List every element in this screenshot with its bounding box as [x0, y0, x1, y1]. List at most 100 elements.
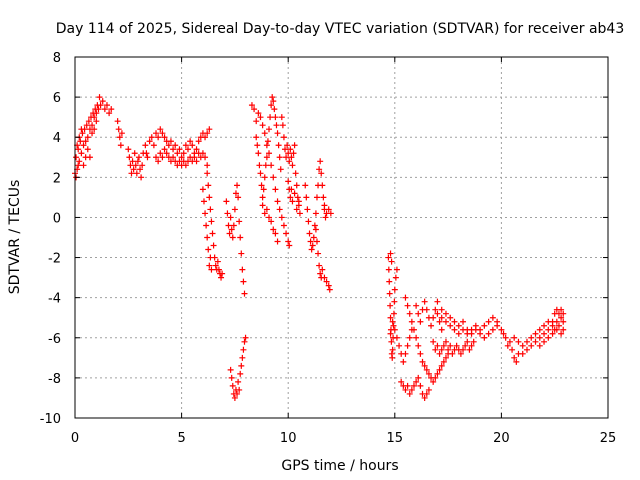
- data-point: [204, 234, 211, 241]
- data-point: [103, 102, 110, 109]
- data-point: [388, 338, 395, 345]
- data-point: [288, 186, 295, 193]
- data-point: [310, 234, 317, 241]
- data-point: [259, 202, 266, 209]
- data-point: [438, 314, 445, 321]
- data-point: [91, 126, 98, 133]
- data-point: [199, 186, 206, 193]
- data-point: [202, 210, 209, 217]
- data-point: [214, 258, 221, 265]
- data-point: [391, 326, 398, 333]
- chart-title: Day 114 of 2025, Sidereal Day-to-day VTE…: [56, 21, 625, 37]
- data-point: [421, 394, 428, 401]
- data-point: [447, 322, 454, 329]
- data-point: [387, 302, 394, 309]
- data-point: [402, 350, 409, 357]
- data-point: [266, 126, 273, 133]
- data-point: [148, 134, 155, 141]
- data-point: [511, 334, 518, 341]
- data-point: [118, 130, 125, 137]
- data-point: [208, 218, 215, 225]
- data-point: [304, 206, 311, 213]
- data-point: [97, 102, 104, 109]
- data-point: [157, 150, 164, 157]
- data-point: [489, 326, 496, 333]
- y-tick-label: 8: [53, 51, 61, 66]
- data-point: [413, 378, 420, 385]
- data-point: [275, 142, 282, 149]
- data-point: [260, 186, 267, 193]
- data-point: [189, 142, 196, 149]
- data-point: [132, 162, 139, 169]
- data-point: [161, 146, 168, 153]
- data-point: [305, 218, 312, 225]
- data-point: [77, 138, 84, 145]
- data-point: [302, 182, 309, 189]
- data-point: [506, 338, 513, 345]
- data-point: [159, 130, 166, 137]
- data-point: [276, 206, 283, 213]
- x-axis-label: GPS time / hours: [281, 458, 398, 474]
- data-point: [75, 162, 82, 169]
- data-point: [89, 130, 96, 137]
- data-point: [238, 250, 245, 257]
- data-point: [286, 242, 293, 249]
- data-point: [234, 390, 241, 397]
- data-point: [259, 194, 266, 201]
- data-point: [80, 162, 87, 169]
- data-point: [415, 342, 422, 349]
- data-point: [159, 154, 166, 161]
- x-axis: 0 5 10 15 20 25: [71, 57, 616, 446]
- data-point: [226, 230, 233, 237]
- data-point: [549, 330, 556, 337]
- data-point: [204, 162, 211, 169]
- data-point: [242, 334, 249, 341]
- data-point: [153, 154, 160, 161]
- data-point: [410, 326, 417, 333]
- data-point: [84, 134, 91, 141]
- data-point: [428, 322, 435, 329]
- data-point: [285, 238, 292, 245]
- data-point: [267, 114, 274, 121]
- data-point: [485, 330, 492, 337]
- data-point: [316, 262, 323, 269]
- data-point: [541, 330, 548, 337]
- y-axis-label: SDTVAR / TECUs: [7, 180, 23, 295]
- data-point: [438, 306, 445, 313]
- data-point: [289, 162, 296, 169]
- data-point: [278, 214, 285, 221]
- data-point: [83, 122, 90, 129]
- data-point: [204, 170, 211, 177]
- data-point: [470, 338, 477, 345]
- data-point: [261, 174, 268, 181]
- data-point: [432, 306, 439, 313]
- data-point: [419, 358, 426, 365]
- data-point: [321, 274, 328, 281]
- y-tick-label: 4: [53, 131, 61, 146]
- data-point: [200, 198, 207, 205]
- data-point: [468, 342, 475, 349]
- data-point: [528, 334, 535, 341]
- data-point: [144, 154, 151, 161]
- data-point: [209, 230, 216, 237]
- data-point: [442, 354, 449, 361]
- data-point: [134, 158, 141, 165]
- data-point: [436, 318, 443, 325]
- data-point: [485, 318, 492, 325]
- data-point: [138, 174, 145, 181]
- data-point: [241, 290, 248, 297]
- data-point: [434, 342, 441, 349]
- data-point: [393, 266, 400, 273]
- data-point: [240, 346, 247, 353]
- data-point: [290, 150, 297, 157]
- data-point: [241, 338, 248, 345]
- data-point: [408, 386, 415, 393]
- data-point: [270, 226, 277, 233]
- data-point: [404, 382, 411, 389]
- data-points: [72, 94, 567, 401]
- data-point: [263, 154, 270, 161]
- data-point: [421, 298, 428, 305]
- data-point: [146, 138, 153, 145]
- data-point: [207, 206, 214, 213]
- data-point: [447, 314, 454, 321]
